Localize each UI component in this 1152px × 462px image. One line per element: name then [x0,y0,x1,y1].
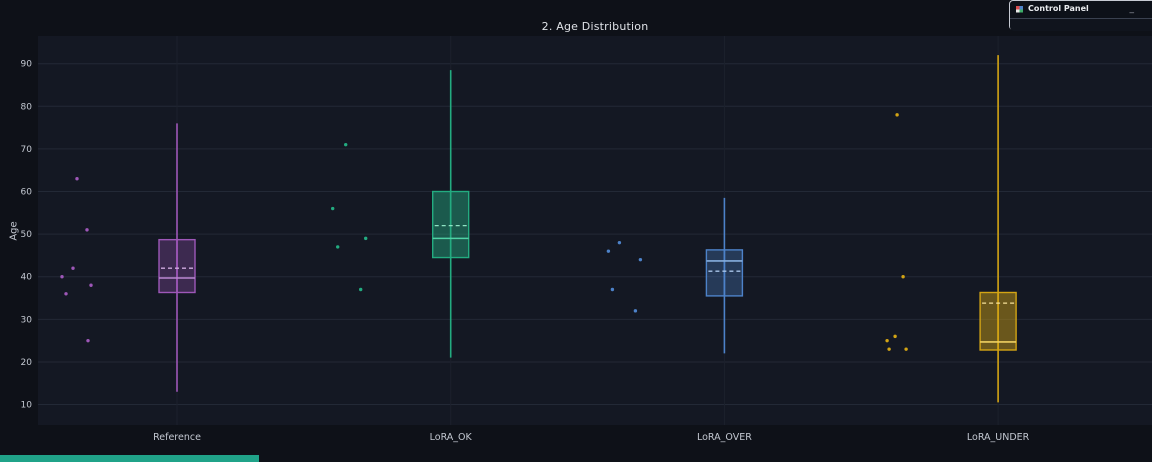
outlier-point-lora-ok [364,236,368,241]
control-panel-titlebar[interactable]: Control Panel _ [1010,1,1152,16]
outlier-point-lora-under [904,347,908,351]
control-panel-icon [1016,5,1023,13]
minimize-button[interactable]: _ [1129,4,1135,14]
outlier-point-lora-under [887,347,891,351]
outlier-point-reference [75,177,79,181]
outlier-point-lora-over [606,249,611,253]
outlier-point-lora-ok [359,287,363,292]
outlier-point-reference [64,292,68,296]
y-tick-label: 30 [21,315,33,325]
y-tick-label: 40 [21,273,33,283]
outlier-point-reference [86,338,90,343]
outlier-point-reference [71,266,75,270]
outlier-point-lora-under [901,275,905,279]
y-tick-label: 80 [21,102,33,112]
x-tick-label-lora-over: LoRA_OVER [697,432,752,443]
y-tick-label: 70 [21,145,33,155]
outlier-point-reference [89,283,93,287]
plot-background [38,36,1152,425]
outlier-point-lora-ok [331,206,335,211]
control-panel-window[interactable]: Control Panel _ [1009,0,1152,31]
y-tick-label: 90 [21,60,33,70]
outlier-point-lora-over [617,240,622,245]
outlier-point-lora-ok [344,142,348,147]
y-tick-label: 50 [21,230,33,240]
chart-title: 2. Age Distribution [541,20,649,33]
x-tick-label-lora-under: LoRA_UNDER [967,432,1030,443]
y-tick-label: 20 [21,358,33,368]
control-panel-title: Control Panel [1028,4,1089,13]
x-tick-label-lora-ok: LoRA_OK [430,432,473,443]
control-panel-body [1010,18,1152,31]
clipped-teal-bar [0,455,259,462]
y-tick-label: 60 [21,188,33,198]
outlier-point-reference [60,275,64,279]
outlier-point-lora-over [633,309,638,313]
outlier-point-lora-under [895,113,899,117]
outlier-point-lora-under [885,338,889,343]
x-tick-label-reference: Reference [153,432,201,443]
y-tick-label: 10 [21,401,33,411]
outlier-point-lora-over [610,287,615,292]
outlier-point-lora-ok [336,245,340,249]
outlier-point-lora-over [638,257,643,262]
outlier-point-lora-under [893,334,897,339]
outlier-point-reference [85,228,89,232]
